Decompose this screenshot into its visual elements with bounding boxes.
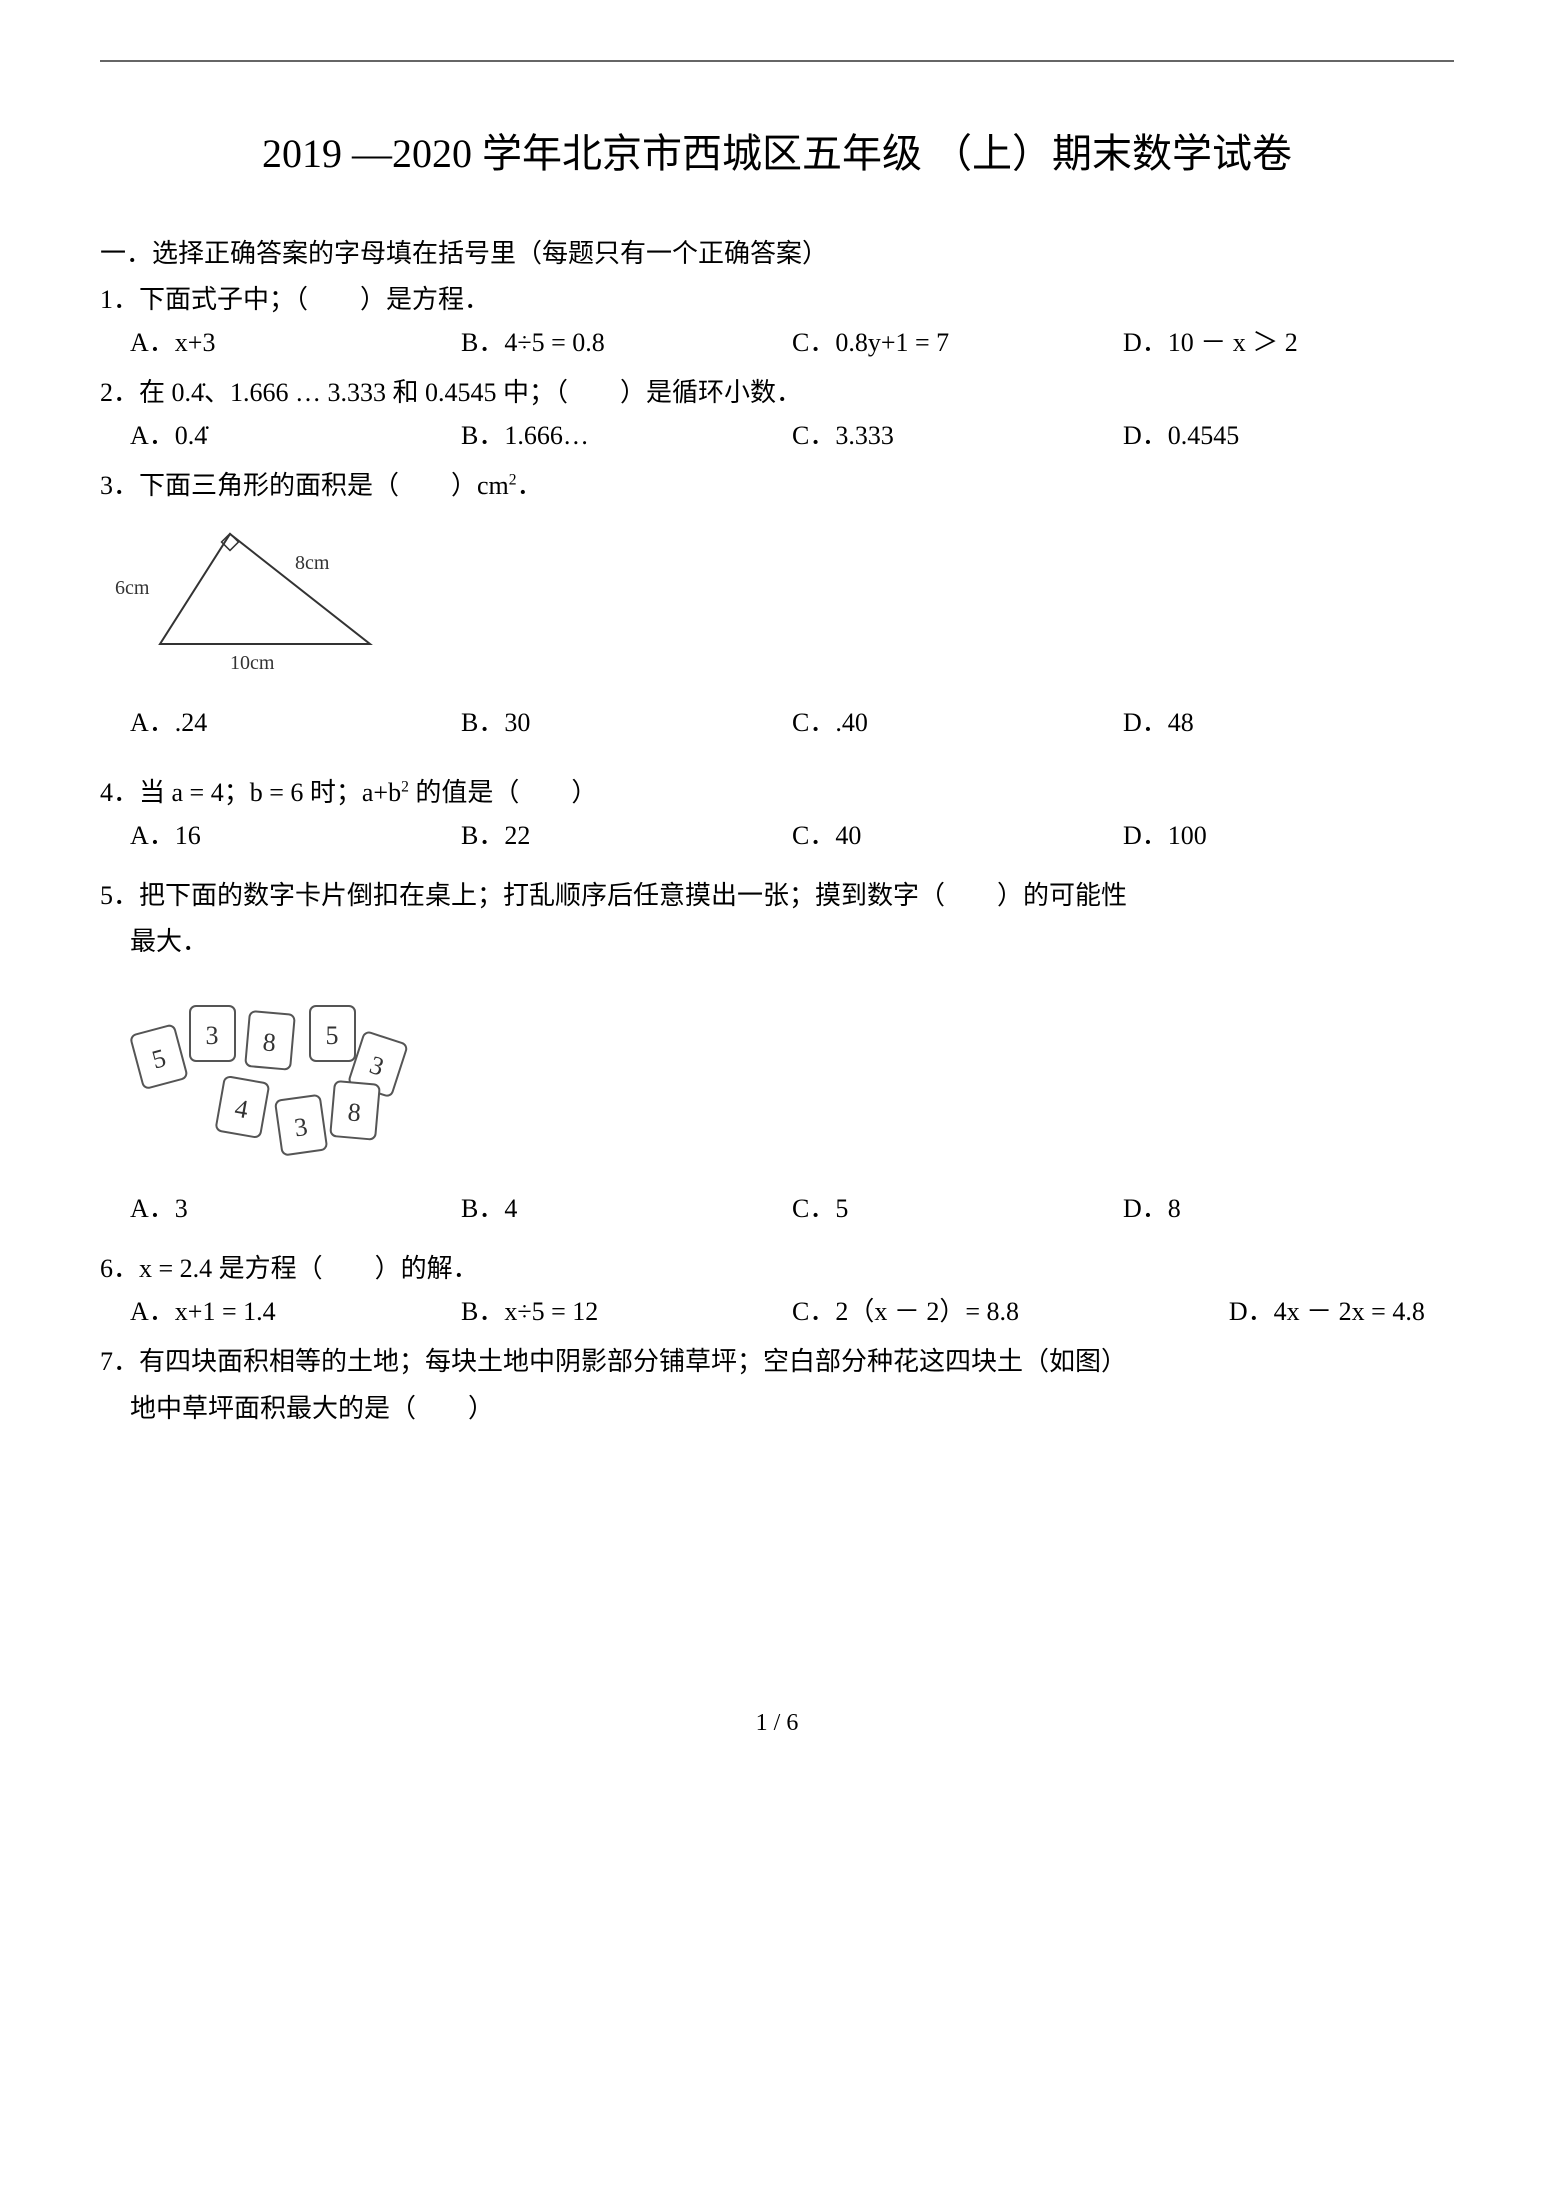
- q1-optD: D．10 － x ＞ 2: [1123, 325, 1454, 361]
- svg-text:8: 8: [262, 1027, 277, 1057]
- q6-optB: B．x÷5 = 12: [461, 1294, 792, 1330]
- q5-optC: C．5: [792, 1191, 1123, 1227]
- q5-optA: A．3: [130, 1191, 461, 1227]
- svg-text:6cm: 6cm: [115, 577, 150, 599]
- svg-text:8: 8: [347, 1097, 362, 1127]
- q5-optB: B．4: [461, 1191, 792, 1227]
- q1-optA: A．x+3: [130, 325, 461, 361]
- q2-optC: C．3.333: [792, 418, 1123, 454]
- svg-text:10cm: 10cm: [230, 652, 275, 674]
- q4-stem: 4．当 a = 4；b = 6 时；a+b2 的值是（ ）: [100, 775, 1454, 811]
- q2-stem: 2．在 0.4̇、1.666 … 3.333 和 0.4545 中；（ ）是循环…: [100, 375, 1454, 411]
- q7-stem2: 地中草坪面积最大的是（ ）: [130, 1391, 1454, 1427]
- q3-options: A．.24 B．30 C．.40 D．48: [130, 705, 1454, 745]
- q6-options: A．x+1 = 1.4 B．x÷5 = 12 C．2（x － 2）= 8.8 D…: [130, 1294, 1454, 1334]
- q2-options: A．0.4̇ B．1.666… C．3.333 D．0.4545: [130, 418, 1454, 458]
- q4-options: A．16 B．22 C．40 D．100: [130, 818, 1454, 858]
- q6-optC: C．2（x － 2）= 8.8: [792, 1294, 1229, 1330]
- svg-text:3: 3: [206, 1021, 219, 1050]
- q2-optB: B．1.666…: [461, 418, 792, 454]
- q2-optD: D．0.4545: [1123, 418, 1454, 454]
- q4-stem-pre: 4．当 a = 4；b = 6 时；a+b: [100, 778, 401, 807]
- q5-options: A．3 B．4 C．5 D．8: [130, 1191, 1454, 1231]
- triangle-svg: 6cm 8cm 10cm: [110, 514, 390, 674]
- q3-optC: C．.40: [792, 705, 1123, 741]
- q1-options: A．x+3 B．4÷5 = 0.8 C．0.8y+1 = 7 D．10 － x …: [130, 325, 1454, 365]
- svg-text:8cm: 8cm: [295, 552, 330, 574]
- q3-stem-post: ．: [517, 471, 543, 500]
- q6-stem: 6．x = 2.4 是方程（ ）的解．: [100, 1251, 1454, 1287]
- q5-stem2: 最大．: [130, 924, 1454, 960]
- q4-optC: C．40: [792, 818, 1123, 854]
- q2-optA: A．0.4̇: [130, 418, 461, 454]
- page-title: 2019 —2020 学年北京市西城区五年级 （上）期末数学试卷: [177, 122, 1377, 186]
- section-1-header: 一．选择正确答案的字母填在括号里（每题只有一个正确答案）: [100, 236, 1454, 272]
- q3-optB: B．30: [461, 705, 792, 741]
- page-number: 1 / 6: [100, 1707, 1454, 1741]
- q1-stem: 1．下面式子中；（ ）是方程．: [100, 282, 1454, 318]
- cards-svg: 53853438: [110, 981, 430, 1161]
- q5-cards: 53853438: [110, 981, 1454, 1171]
- q3-stem: 3．下面三角形的面积是（ ）cm2．: [100, 468, 1454, 504]
- q6-optA: A．x+1 = 1.4: [130, 1294, 461, 1330]
- q5-optD: D．8: [1123, 1191, 1454, 1227]
- top-border: [100, 60, 1454, 62]
- svg-text:5: 5: [326, 1021, 339, 1050]
- q1-optC: C．0.8y+1 = 7: [792, 325, 1123, 361]
- q3-stem-sup: 2: [509, 471, 517, 488]
- q4-optA: A．16: [130, 818, 461, 854]
- q3-optA: A．.24: [130, 705, 461, 741]
- q4-optD: D．100: [1123, 818, 1454, 854]
- q3-triangle: 6cm 8cm 10cm: [110, 514, 1454, 684]
- q3-stem-pre: 3．下面三角形的面积是（ ）cm: [100, 471, 509, 500]
- q3-optD: D．48: [1123, 705, 1454, 741]
- q7-stem: 7．有四块面积相等的土地；每块土地中阴影部分铺草坪；空白部分种花这四块土（如图）: [100, 1344, 1454, 1380]
- q4-stem-post: 的值是（ ）: [409, 778, 598, 807]
- q6-optD: D．4x － 2x = 4.8: [1229, 1294, 1454, 1330]
- q5-stem: 5．把下面的数字卡片倒扣在桌上；打乱顺序后任意摸出一张；摸到数字（ ）的可能性: [100, 878, 1454, 914]
- q4-optB: B．22: [461, 818, 792, 854]
- q1-optB: B．4÷5 = 0.8: [461, 325, 792, 361]
- q4-stem-sup: 2: [401, 778, 409, 795]
